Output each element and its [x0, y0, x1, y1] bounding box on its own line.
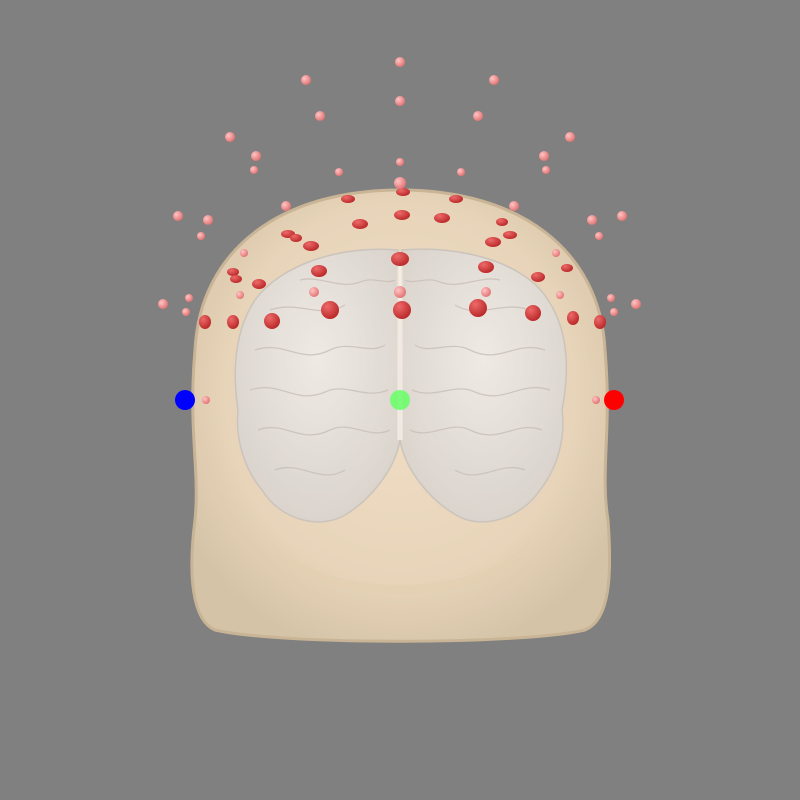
electrode-markers [158, 57, 641, 404]
fiducial-markers [175, 390, 624, 410]
face-shading [270, 540, 530, 594]
sensor-markers [199, 188, 606, 329]
lpa-fiducial [175, 390, 195, 410]
rpa-fiducial [604, 390, 624, 410]
nasion-fiducial [390, 390, 410, 410]
